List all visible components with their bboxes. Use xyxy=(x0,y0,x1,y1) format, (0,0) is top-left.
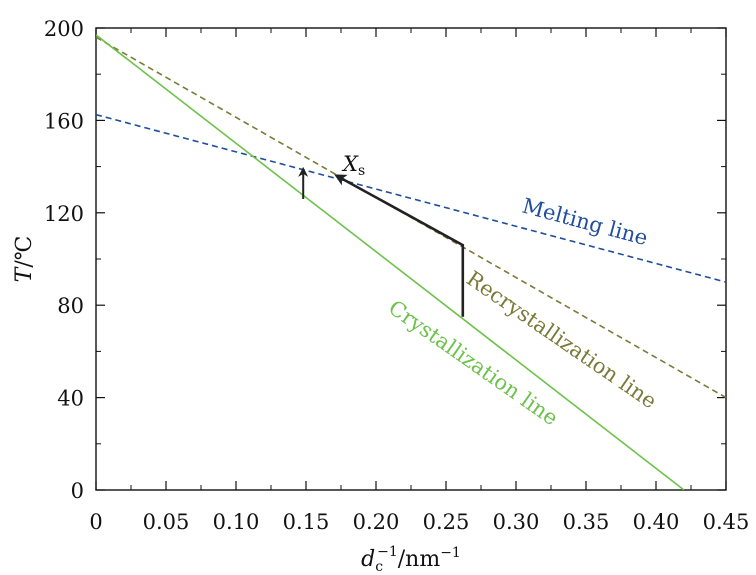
x-tick-label: 0.35 xyxy=(563,510,610,534)
x-tick-label: 0.05 xyxy=(143,510,190,534)
y-axis-ticks: 0 40 80 120 160 200 xyxy=(44,17,726,503)
recrystallization-line-label: Recrystallization line xyxy=(462,266,661,413)
x-tick-label: 0.20 xyxy=(353,510,400,534)
y-tick-label: 160 xyxy=(44,109,84,133)
point-label-xs: Xs xyxy=(341,152,365,179)
plot-frame xyxy=(95,27,727,491)
x-axis-ticks: 0 0.05 0.10 0.15 0.20 0.25 0.30 0.35 0.40 0.45 xyxy=(89,28,749,534)
melting-line-label: Melting line xyxy=(520,194,651,251)
x-tick-label: 0.45 xyxy=(703,510,750,534)
x-tick-label: 0.15 xyxy=(283,510,330,534)
x-tick-label: 0.10 xyxy=(213,510,260,534)
y-tick-label: 80 xyxy=(57,294,84,318)
x-tick-label: 0.40 xyxy=(633,510,680,534)
x-tick-label: 0.30 xyxy=(493,510,540,534)
x-axis-label: dc−1/nm−1 xyxy=(361,544,461,575)
y-tick-label: 0 xyxy=(71,479,84,503)
annotation-layer xyxy=(298,166,465,317)
transition-path-arrow xyxy=(334,174,465,317)
y-tick-label: 200 xyxy=(44,17,84,41)
y-tick-label: 120 xyxy=(44,202,84,226)
y-tick-label: 40 xyxy=(57,387,84,411)
y-axis-label: T/℃ xyxy=(12,236,37,283)
melting-line xyxy=(96,113,726,283)
x-tick-label: 0.25 xyxy=(423,510,470,534)
crystallization-line xyxy=(96,34,685,490)
x-tick-label: 0 xyxy=(89,510,102,534)
series-layer xyxy=(96,34,726,490)
